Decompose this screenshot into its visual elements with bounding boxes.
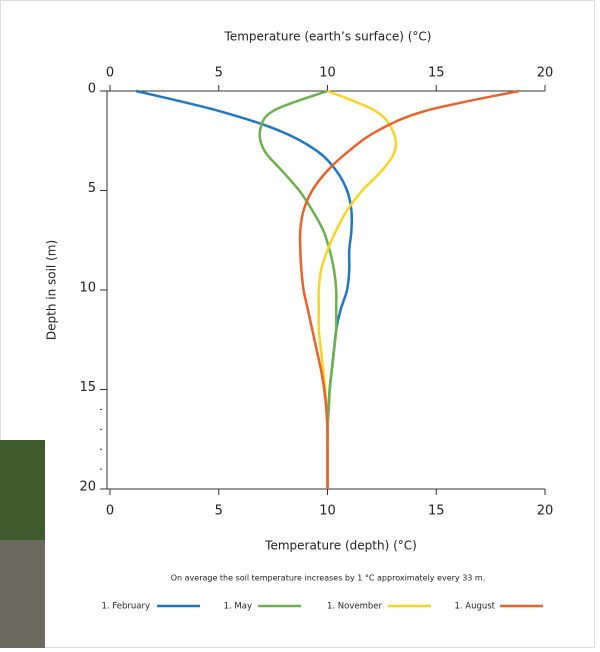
legend-label: 1. February (102, 602, 150, 612)
x2-tick-label: 20 (537, 66, 554, 81)
x2-tick-label: 15 (428, 66, 445, 81)
y-tick-label: 20 (79, 480, 96, 495)
x-tick-label: 5 (215, 504, 223, 519)
x-axis-title: Temperature (depth) (°C) (264, 539, 417, 553)
y-tick-label: 10 (79, 281, 96, 296)
legend-label: 1. May (224, 602, 252, 612)
y-tick-label: 0 (88, 82, 96, 97)
background-photo-roof (0, 540, 45, 648)
x2-tick-label: 0 (106, 66, 114, 81)
legend-label: 1. November (327, 602, 383, 612)
x-tick-label: 20 (537, 504, 554, 519)
note: On average the soil temperature increase… (171, 574, 486, 583)
y-axis-title: Depth in soil (m) (45, 240, 59, 340)
x-tick-label: 0 (106, 504, 114, 519)
series-line (298, 89, 520, 489)
y-tick-label: 15 (79, 380, 96, 395)
x2-tick-label: 10 (319, 66, 336, 81)
x-tick-label: 15 (428, 504, 445, 519)
top-axis-title: Temperature (earth’s surface) (°C) (224, 30, 432, 44)
legend-label: 1. August (454, 602, 495, 612)
y-tick-label: 5 (88, 181, 96, 196)
x-tick-label: 10 (319, 504, 336, 519)
x2-tick-label: 5 (215, 66, 223, 81)
